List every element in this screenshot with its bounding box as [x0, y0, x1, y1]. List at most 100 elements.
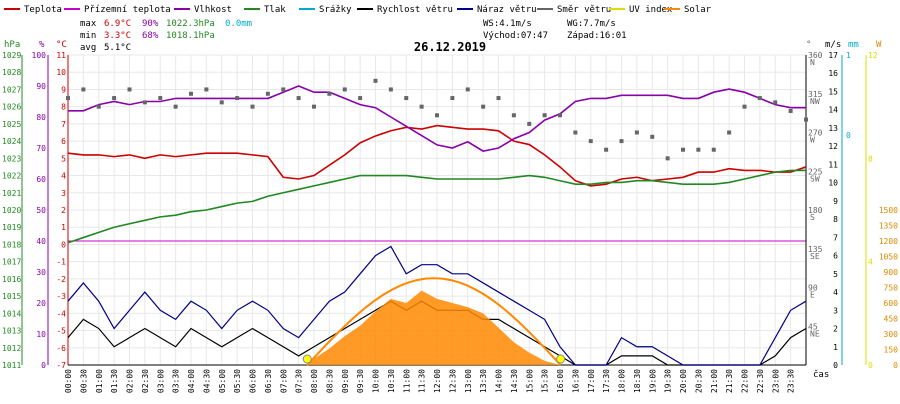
dir-tick: 90 [808, 284, 818, 293]
wind-dir-point [634, 130, 639, 135]
dir-letter: S [810, 213, 815, 222]
dir-tick: 360 [808, 51, 823, 60]
press-tick: 1012 [2, 344, 21, 353]
temp-tick: 0 [61, 240, 66, 249]
time-tick: 21:00 [710, 369, 719, 393]
time-tick: 14:00 [495, 369, 504, 393]
press-tick: 1024 [2, 137, 21, 146]
wind-tick: 17 [828, 51, 838, 60]
wind-dir-point [696, 147, 701, 152]
wind-dir-point [742, 104, 747, 109]
wind-dir-point [542, 113, 547, 118]
press-tick: 1020 [2, 206, 21, 215]
time-tick: 07:30 [295, 369, 304, 393]
time-tick: 22:30 [756, 369, 765, 393]
temp-tick: -5 [56, 327, 66, 336]
time-tick: 20:00 [679, 369, 688, 393]
time-tick: 22:00 [741, 369, 750, 393]
stats-avg-label: avg [80, 43, 96, 53]
time-tick: 12:00 [433, 369, 442, 393]
wind-dir-point [419, 104, 424, 109]
time-tick: 15:30 [541, 369, 550, 393]
solar-tick: 1350 [879, 222, 898, 231]
temp-tick: 3 [61, 189, 66, 198]
stats-max-press: 1022.3hPa [166, 19, 215, 29]
time-tick: 10:30 [387, 369, 396, 393]
stats-min-press: 1018.1hPa [166, 31, 215, 41]
wind-dir-point [527, 121, 532, 126]
time-tick: 02:00 [126, 369, 135, 393]
wind-tick: 3 [833, 306, 838, 315]
time-tick: 03:30 [172, 369, 181, 393]
wind-dir-point [312, 104, 316, 109]
time-tick: 02:30 [141, 369, 150, 393]
wind-dir-point [665, 156, 670, 161]
stats-max-rain: 0.0mm [225, 19, 252, 29]
dir-letter: N [810, 58, 815, 67]
unit-temp: °C [56, 40, 67, 50]
temp-tick: 4 [61, 172, 66, 181]
stats-max-temp: 6.9°C [104, 19, 131, 29]
wind-tick: 13 [828, 124, 838, 133]
press-tick: 1028 [2, 68, 21, 77]
time-tick: 03:00 [156, 369, 165, 393]
solar-tick: 150 [884, 346, 899, 355]
wind-dir-point [158, 96, 163, 101]
wind-dir-point [788, 108, 793, 113]
time-tick: 13:00 [464, 369, 473, 393]
press-tick: 1021 [2, 189, 21, 198]
stats-block: max 6.9°C 90% 1022.3hPa 0.0mm min 3.3°C … [80, 19, 627, 53]
wind-dir-point [465, 87, 470, 92]
wind-dir-point [573, 130, 578, 135]
dir-letter: SE [810, 252, 820, 261]
wind-dir-point [727, 130, 732, 135]
wind-dir-point [450, 96, 455, 101]
sunrise-marker [302, 354, 312, 364]
unit-dir: ° [806, 40, 811, 50]
dir-letter: E [810, 291, 815, 300]
wind-dir-point [650, 134, 655, 139]
series-line-vlhkost [68, 85, 806, 152]
temp-tick: 5 [61, 154, 66, 163]
solar-tick: 1050 [879, 253, 898, 262]
temp-tick: -2 [56, 275, 66, 284]
time-tick: 11:00 [402, 369, 411, 393]
dir-tick: 315 [808, 90, 823, 99]
wind-tick: 9 [833, 197, 838, 206]
press-tick: 1019 [2, 223, 21, 232]
time-tick: 15:00 [525, 369, 534, 393]
legend-label: Solar [684, 5, 712, 15]
tick-labels: 1029102810271026102510241023102210211020… [2, 51, 898, 393]
wind-dir-point [358, 96, 363, 101]
wind-dir-point [804, 117, 808, 122]
uv-tick: 12 [868, 51, 878, 60]
time-tick: 00:30 [79, 369, 88, 393]
time-tick: 06:30 [264, 369, 273, 393]
unit-rain: mm [848, 40, 859, 50]
wind-dir-point [112, 96, 117, 101]
wind-dir-point [481, 104, 486, 109]
time-tick: 07:00 [279, 369, 288, 393]
hum-tick: 30 [36, 268, 46, 277]
wind-tick: 6 [833, 252, 838, 261]
time-tick: 21:30 [725, 369, 734, 393]
rain-tick: 0 [846, 131, 851, 140]
wind-tick: 1 [833, 343, 838, 352]
unit-hum: % [39, 40, 45, 50]
wind-dir-point [173, 104, 178, 109]
dir-tick: 45 [808, 322, 818, 331]
wind-dir-point [250, 104, 255, 109]
wind-tick: 14 [828, 106, 838, 115]
wind-dir-point [81, 87, 86, 92]
time-tick: 14:30 [510, 369, 519, 393]
time-tick: 11:30 [418, 369, 427, 393]
rain-tick: 1 [846, 51, 851, 60]
legend-label: Srážky [319, 5, 352, 15]
wind-dir-point [388, 87, 393, 92]
solar-tick: 1500 [879, 206, 898, 215]
press-tick: 1011 [2, 361, 21, 370]
legend-label: Směr větru [557, 5, 611, 15]
time-axis-label: čas [813, 369, 829, 380]
stats-ws: WS:4.1m/s [483, 19, 532, 29]
